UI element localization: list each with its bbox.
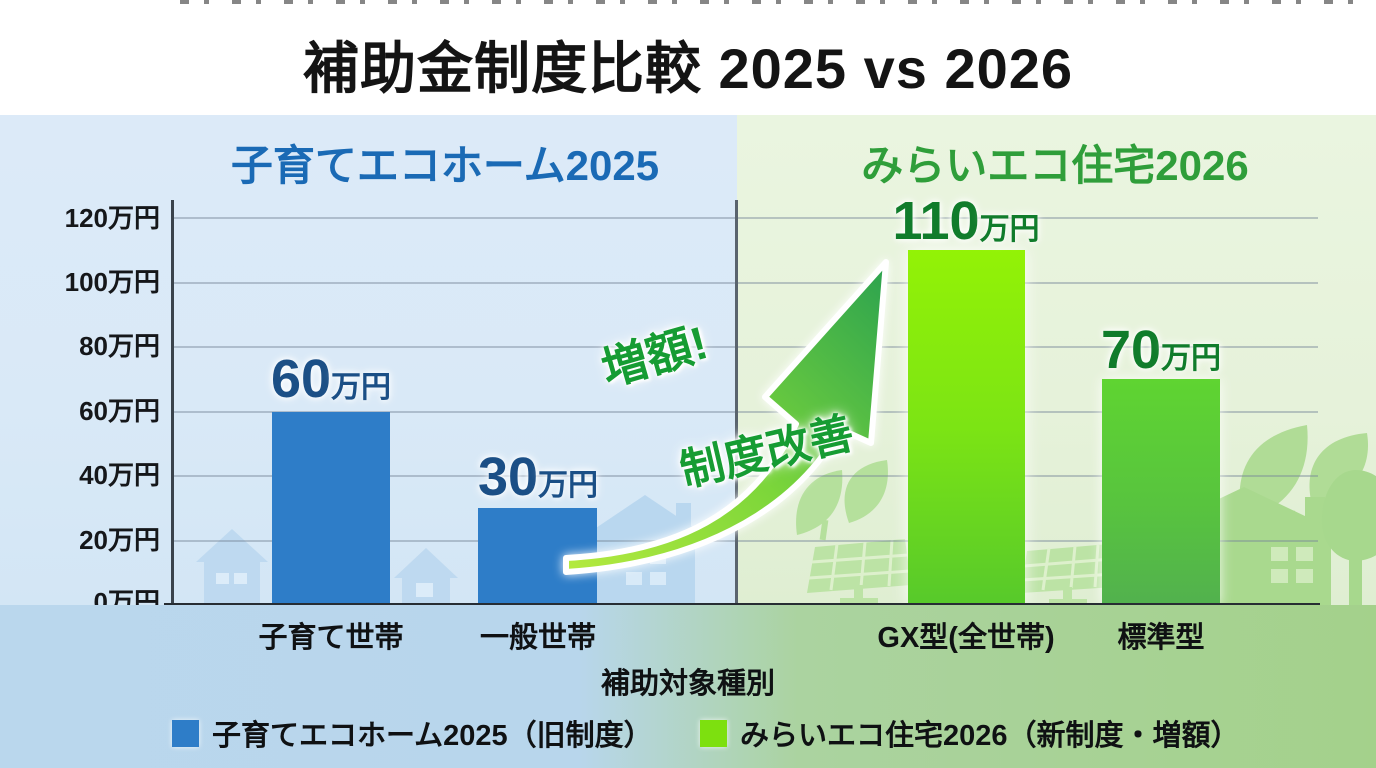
gridline [172, 475, 1318, 477]
y-axis-line [171, 200, 174, 605]
gridline [172, 540, 1318, 542]
gridline [172, 282, 1318, 284]
gridline [172, 411, 1318, 413]
bar-value-unit: 万円 [1161, 342, 1222, 375]
y-tick-label: 40万円 [79, 460, 160, 490]
bar-gx-type [908, 250, 1025, 605]
bar-value-number: 30 [477, 447, 539, 507]
y-tick-label: 100万円 [64, 267, 160, 297]
legend-item-2025: 子育てエコホーム2025（旧制度） [172, 712, 653, 754]
legend-item-2026: みらいエコ住宅2026（新制度・増額） [700, 712, 1240, 754]
x-category-label: GX型(全世帯) [877, 622, 1055, 654]
legend-label: みらいエコ住宅2026（新制度・増額） [740, 720, 1240, 752]
bar-value-unit: 万円 [979, 213, 1040, 246]
y-tick-label: 120万円 [64, 203, 160, 233]
bar-value-number: 110 [892, 191, 980, 251]
y-tick-label: 20万円 [79, 525, 160, 555]
house-watermark-icon [196, 529, 268, 605]
x-axis-line [164, 603, 1320, 606]
x-category-label: 標準型 [1117, 622, 1205, 654]
legend-swatch-blue [172, 719, 199, 747]
bar-value-unit: 万円 [331, 371, 392, 404]
bar-kosodate-setai [272, 412, 390, 605]
gridline [172, 217, 1318, 219]
tree-icon [1321, 470, 1376, 605]
legend-swatch-green [700, 719, 727, 747]
bar-value-label: 30万円 [428, 448, 648, 520]
gridline [172, 346, 1318, 348]
bar-value-label: 110万円 [846, 192, 1086, 264]
bar-standard-type [1102, 379, 1220, 605]
bar-value-unit: 万円 [538, 469, 599, 502]
right-section-header: みらいエコ住宅2026 [861, 142, 1249, 189]
legend-label: 子育てエコホーム2025（旧制度） [212, 720, 653, 752]
bar-value-number: 60 [270, 349, 332, 409]
bar-value-number: 70 [1100, 320, 1162, 380]
y-tick-label: 60万円 [79, 396, 160, 426]
solar-panel-icon [1021, 544, 1115, 605]
x-category-label: 子育て世帯 [258, 622, 404, 654]
x-axis-title: 補助対象種別 [600, 668, 775, 700]
bar-value-label: 70万円 [1046, 321, 1276, 393]
title-band [0, 0, 1376, 115]
page-title: 補助金制度比較 2025 vs 2026 [302, 37, 1074, 100]
house-watermark-icon [394, 548, 458, 605]
panel-divider-line [735, 200, 738, 604]
y-tick-label: 80万円 [79, 331, 160, 361]
solar-panel-icon [807, 539, 911, 604]
cropped-text-artifact [180, 0, 1376, 4]
bar-value-label: 60万円 [221, 350, 441, 422]
bottom-band [0, 605, 1376, 768]
growth-arrow-icon [563, 259, 889, 575]
leaf-icon [796, 460, 888, 541]
x-category-label: 一般世帯 [479, 622, 596, 654]
left-section-header: 子育てエコホーム2025 [230, 142, 660, 189]
